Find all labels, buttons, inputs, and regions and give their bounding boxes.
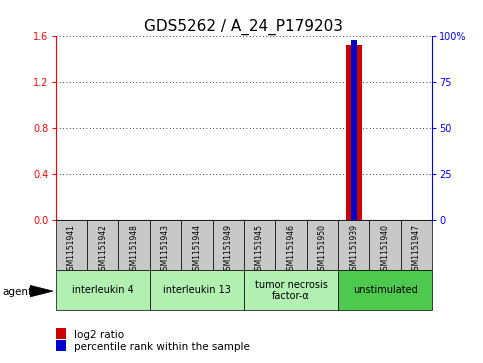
Bar	[56, 220, 87, 270]
Bar	[338, 270, 432, 310]
Bar	[150, 270, 244, 310]
Bar	[338, 220, 369, 270]
Bar	[307, 220, 338, 270]
Title: GDS5262 / A_24_P179203: GDS5262 / A_24_P179203	[144, 19, 343, 35]
Text: GSM1151942: GSM1151942	[98, 224, 107, 274]
Polygon shape	[30, 285, 53, 297]
Bar	[181, 220, 213, 270]
Text: GSM1151950: GSM1151950	[318, 224, 327, 275]
Bar	[118, 220, 150, 270]
Text: unstimulated: unstimulated	[353, 285, 418, 295]
Bar	[87, 220, 118, 270]
Bar	[401, 220, 432, 270]
Bar	[351, 40, 356, 220]
Text: GSM1151945: GSM1151945	[255, 224, 264, 275]
Text: agent: agent	[2, 287, 32, 297]
Bar	[275, 220, 307, 270]
Bar	[369, 220, 401, 270]
Text: GSM1151940: GSM1151940	[381, 224, 390, 275]
Text: percentile rank within the sample: percentile rank within the sample	[74, 342, 250, 352]
Text: interleukin 4: interleukin 4	[72, 285, 133, 295]
Text: GSM1151943: GSM1151943	[161, 224, 170, 275]
Text: GSM1151941: GSM1151941	[67, 224, 76, 274]
Bar	[150, 220, 181, 270]
Bar	[244, 270, 338, 310]
Text: log2 ratio: log2 ratio	[74, 330, 124, 340]
Bar	[213, 220, 244, 270]
Text: GSM1151948: GSM1151948	[129, 224, 139, 274]
Bar	[346, 45, 362, 220]
Bar	[56, 270, 150, 310]
Bar	[244, 220, 275, 270]
Text: GSM1151939: GSM1151939	[349, 224, 358, 275]
Text: GSM1151947: GSM1151947	[412, 224, 421, 275]
Text: GSM1151946: GSM1151946	[286, 224, 296, 275]
Text: GSM1151949: GSM1151949	[224, 224, 233, 275]
Text: tumor necrosis
factor-α: tumor necrosis factor-α	[255, 280, 327, 301]
Text: GSM1151944: GSM1151944	[192, 224, 201, 275]
Text: interleukin 13: interleukin 13	[163, 285, 231, 295]
